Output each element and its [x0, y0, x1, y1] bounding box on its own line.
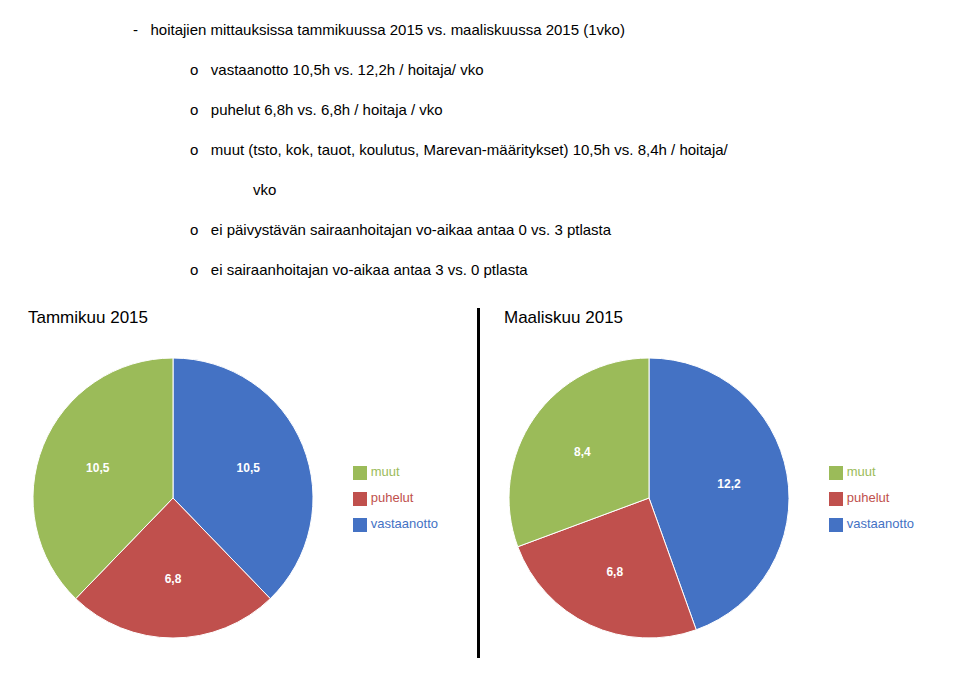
- html-text:o ei päivystävän sairaanhoitaj: o ei päivystävän sairaanhoitajan vo-aika…: [190, 221, 612, 238]
- html-text:o puhelut 6,8h vs. 6,8h / hoit: o puhelut 6,8h vs. 6,8h / hoitaja / vko: [190, 101, 443, 118]
- svg-text:10,5: 10,5: [86, 461, 110, 475]
- html-text:puhelut: puhelut: [370, 490, 414, 505]
- html-text:vastaanotto: vastaanotto: [846, 516, 914, 531]
- svg-text:12,2: 12,2: [717, 477, 741, 491]
- html-text:puhelut: puhelut: [846, 490, 890, 505]
- html-text:o ei sairaanhoitajan vo-aikaa: o ei sairaanhoitajan vo-aikaa antaa 3 vs…: [190, 261, 528, 278]
- html-text:muut: muut: [370, 464, 400, 479]
- svg-text:6,8: 6,8: [606, 565, 623, 579]
- html-text:o muut (tsto, kok, tauot, koul: o muut (tsto, kok, tauot, koulutus, Mare…: [190, 141, 728, 158]
- svg-text:8,4: 8,4: [574, 445, 591, 459]
- html-text:- hoitajien mittauksissa tammi: - hoitajien mittauksissa tammikuussa 201…: [133, 21, 625, 38]
- svg-text:6,8: 6,8: [165, 572, 182, 586]
- html-text:vko: vko: [253, 181, 277, 198]
- html-text:muut: muut: [846, 464, 876, 479]
- html-text:Maaliskuu 2015: Maaliskuu 2015: [504, 308, 624, 327]
- svg-text:10,5: 10,5: [237, 461, 261, 475]
- html-text:vastaanotto: vastaanotto: [370, 516, 438, 531]
- html-text:o vastaanotto 10,5h vs. 12,2h: o vastaanotto 10,5h vs. 12,2h / hoitaja/…: [190, 61, 484, 78]
- html-text:Tammikuu 2015: Tammikuu 2015: [28, 308, 148, 327]
